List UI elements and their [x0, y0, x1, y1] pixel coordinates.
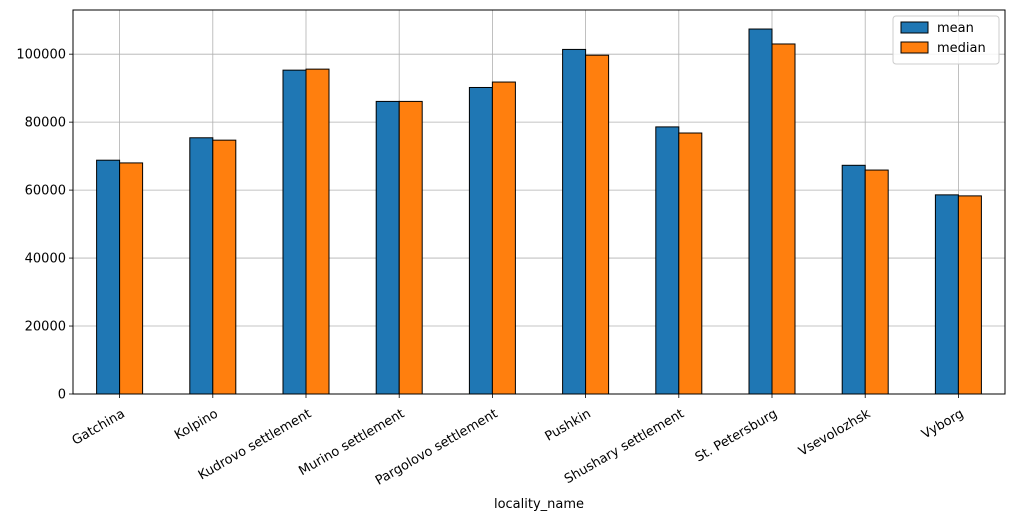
legend-label-mean: mean — [937, 21, 974, 36]
bar-mean — [375, 100, 400, 395]
bar-mean — [282, 69, 307, 395]
bars — [96, 28, 982, 395]
y-tick-label: 60000 — [25, 184, 66, 199]
bar-median — [957, 195, 982, 395]
bar-median — [398, 100, 423, 395]
x-tick-label: Gatchina — [70, 406, 128, 448]
x-axis-label: locality_name — [494, 497, 584, 512]
x-tick-label: St. Petersburg — [693, 406, 780, 465]
legend-swatch-median — [900, 41, 929, 54]
x-tick-label: Pushkin — [543, 406, 594, 444]
bar-mean — [189, 137, 214, 395]
bar-median — [305, 68, 330, 395]
y-tick-label: 80000 — [25, 116, 66, 131]
bar-mean — [468, 86, 493, 395]
y-tick-label: 40000 — [25, 252, 66, 267]
bar-mean — [748, 28, 773, 395]
bar-median — [491, 81, 516, 395]
bar-mean — [841, 164, 866, 395]
x-tick-label: Vsevolozhsk — [796, 406, 873, 459]
legend: mean median — [892, 15, 1000, 65]
x-tick-label: Vyborg — [919, 406, 966, 442]
x-tick-label: Kolpino — [172, 406, 221, 443]
y-tick-label: 0 — [58, 388, 66, 403]
bar-mean — [562, 48, 587, 395]
bar-mean — [934, 194, 959, 395]
y-tick-label: 100000 — [16, 48, 66, 63]
y-tick-label: 20000 — [25, 320, 66, 335]
bar-median — [212, 139, 237, 395]
bar-median — [585, 54, 610, 395]
plot-frame — [72, 9, 1006, 395]
legend-swatch-mean — [900, 21, 929, 34]
bar-mean — [96, 159, 121, 395]
bar-mean — [655, 126, 680, 395]
bar-median — [678, 132, 703, 395]
legend-label-median: median — [937, 41, 986, 56]
bar-median — [771, 43, 796, 395]
bar-median — [864, 169, 889, 395]
y-axis: 0 20000 40000 60000 80000 100000 — [16, 48, 73, 403]
bar-median — [119, 162, 144, 395]
